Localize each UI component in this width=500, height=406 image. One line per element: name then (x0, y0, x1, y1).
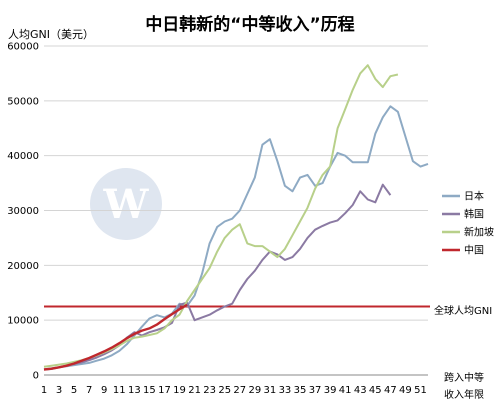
y-tick-label: 50000 (7, 96, 39, 107)
x-tick-label: 25 (218, 385, 231, 396)
x-tick-label: 27 (233, 385, 246, 396)
x-tick-label: 47 (384, 385, 397, 396)
series-line-3 (43, 303, 188, 371)
watermark-logo (90, 168, 162, 240)
x-tick-label: 1 (41, 385, 47, 396)
y-tick-label: 0 (33, 371, 39, 382)
x-tick-label: 35 (294, 385, 307, 396)
x-tick-label: 33 (279, 385, 292, 396)
x-tick-label: 31 (264, 385, 277, 396)
x-tick-label: 45 (369, 385, 382, 396)
x-tick-label: 29 (248, 385, 261, 396)
y-axis-label: 人均GNI（美元） (8, 28, 94, 41)
x-tick-label: 3 (56, 385, 62, 396)
chart-title: 中日韩新的“中等收入”历程 (145, 14, 354, 35)
y-tick-label: 40000 (7, 151, 39, 162)
legend-label: 中国 (464, 244, 484, 257)
grid (44, 45, 428, 376)
x-tick-label: 49 (399, 385, 412, 396)
x-tick-label: 17 (158, 385, 171, 396)
series-line-1 (43, 183, 392, 371)
x-ticks: 1 3 5 7 9 11 13 15 17 19 21 23 25 27 29 31 33 35 37 39 41 43 4… (41, 385, 427, 396)
y-tick-label: 10000 (7, 316, 39, 327)
watermark-logo-letter: W (103, 181, 150, 228)
legend-label: 韩国 (464, 208, 484, 221)
x-tick-label: 13 (128, 385, 141, 396)
x-tick-label: 5 (71, 385, 77, 396)
x-tick-label: 43 (354, 385, 367, 396)
x-tick-label: 41 (339, 385, 352, 396)
series-group (43, 64, 429, 371)
y-ticks: 0 10000 20000 30000 40000 50000 60000 (7, 42, 39, 382)
x-tick-label: 39 (324, 385, 337, 396)
x-tick-label: 19 (173, 385, 186, 396)
x-tick-label: 9 (101, 385, 107, 396)
x-tick-label: 11 (113, 385, 126, 396)
y-tick-label: 20000 (7, 261, 39, 272)
x-tick-label: 51 (414, 385, 427, 396)
legend-label: 日本 (464, 190, 484, 203)
x-tick-label: 37 (309, 385, 322, 396)
legend-label: 新加坡 (464, 226, 494, 239)
x-tick-label: 7 (86, 385, 92, 396)
y-tick-label: 30000 (7, 206, 39, 217)
y-tick-label: 60000 (7, 42, 39, 53)
series-line-0 (43, 105, 429, 371)
x-axis-label-line2: 收入年限 (444, 388, 484, 401)
x-tick-label: 15 (143, 385, 156, 396)
reference-line-label: 全球人均GNI (434, 304, 492, 317)
x-axis-label-line1: 跨入中等 (444, 371, 484, 384)
x-tick-label: 23 (203, 385, 216, 396)
x-tick-label: 21 (188, 385, 201, 396)
watermark: W (90, 168, 162, 240)
